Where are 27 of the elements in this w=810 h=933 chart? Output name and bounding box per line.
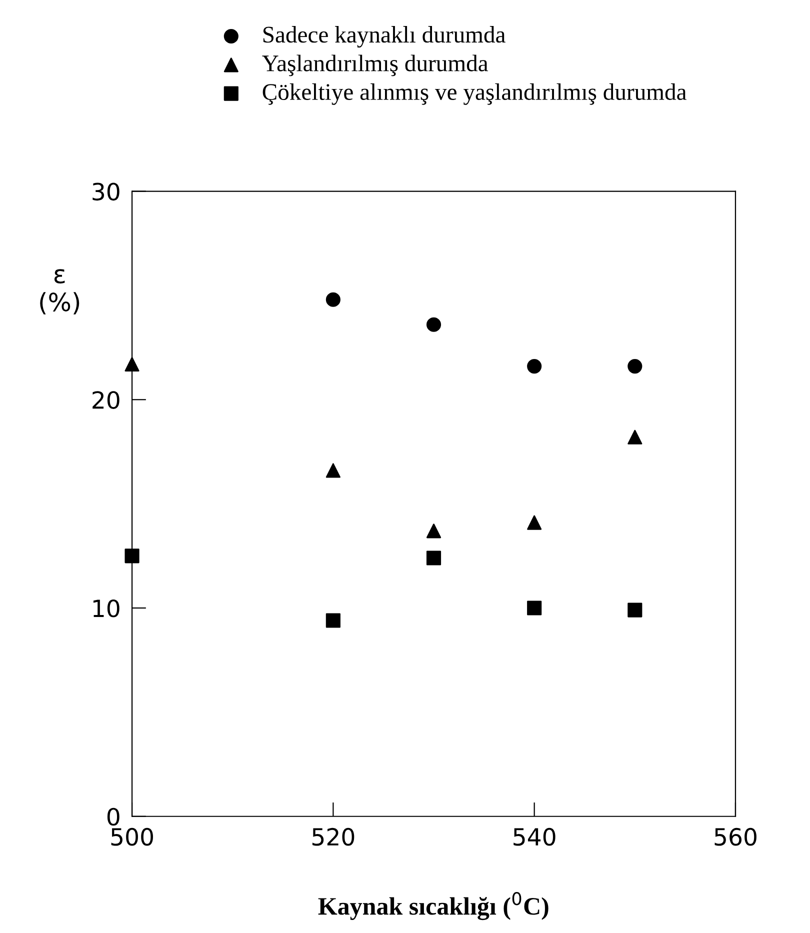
- point: [326, 292, 340, 307]
- legend-label: Yaşlandırılmış durumda: [262, 54, 488, 76]
- legend-label: Sadece kaynaklı durumda: [263, 26, 506, 48]
- point: [628, 602, 642, 618]
- point: [124, 548, 140, 564]
- y-axis-title: ε (%): [40, 269, 80, 314]
- x-tick-label: 520: [312, 828, 354, 846]
- point: [426, 317, 442, 332]
- point: [326, 463, 340, 478]
- y-tick-label: 20: [92, 391, 120, 409]
- x-axis-title: Kaynak sıcaklığı ($^{0}$C): [318, 892, 548, 920]
- y-tick-label: 0: [107, 808, 120, 826]
- point: [527, 515, 542, 530]
- point: [124, 356, 140, 372]
- point: [527, 600, 542, 616]
- x-tick-label: 560: [714, 828, 756, 846]
- y-tick-label: 10: [93, 599, 120, 618]
- point: [527, 359, 542, 374]
- legend-label: Çökeltiye alınmış ve yaşlandırılmış durumda: [262, 83, 686, 105]
- y-tick-label: 30: [92, 182, 120, 201]
- x-tick-label: 500: [111, 828, 153, 846]
- point: [426, 550, 442, 566]
- point: [426, 524, 442, 538]
- x-tick-label: 540: [514, 828, 556, 846]
- point: [326, 613, 340, 628]
- point: [628, 430, 642, 444]
- point: [628, 359, 642, 374]
